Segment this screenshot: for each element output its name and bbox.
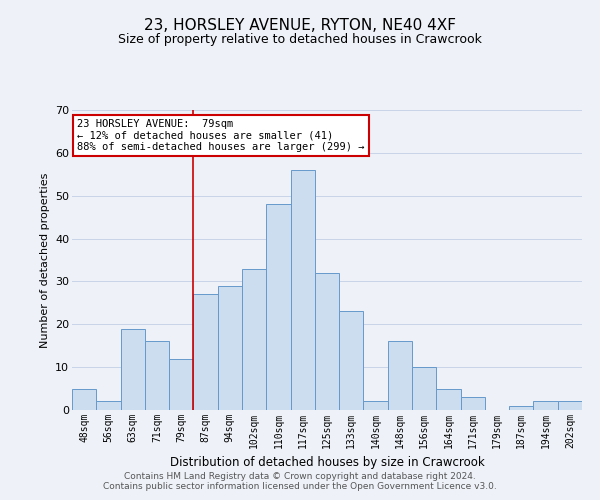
X-axis label: Distribution of detached houses by size in Crawcrook: Distribution of detached houses by size … <box>170 456 484 469</box>
Bar <box>339 312 364 410</box>
Bar <box>461 397 485 410</box>
Text: Contains HM Land Registry data © Crown copyright and database right 2024.: Contains HM Land Registry data © Crown c… <box>124 472 476 481</box>
Bar <box>315 273 339 410</box>
Bar <box>193 294 218 410</box>
Bar <box>364 402 388 410</box>
Bar <box>96 402 121 410</box>
Bar <box>290 170 315 410</box>
Text: Size of property relative to detached houses in Crawcrook: Size of property relative to detached ho… <box>118 32 482 46</box>
Bar <box>509 406 533 410</box>
Y-axis label: Number of detached properties: Number of detached properties <box>40 172 50 348</box>
Bar <box>242 268 266 410</box>
Text: 23, HORSLEY AVENUE, RYTON, NE40 4XF: 23, HORSLEY AVENUE, RYTON, NE40 4XF <box>144 18 456 32</box>
Bar <box>72 388 96 410</box>
Bar <box>218 286 242 410</box>
Bar <box>388 342 412 410</box>
Bar <box>145 342 169 410</box>
Bar <box>558 402 582 410</box>
Bar <box>266 204 290 410</box>
Bar <box>436 388 461 410</box>
Text: 23 HORSLEY AVENUE:  79sqm
← 12% of detached houses are smaller (41)
88% of semi-: 23 HORSLEY AVENUE: 79sqm ← 12% of detach… <box>77 119 365 152</box>
Bar <box>533 402 558 410</box>
Bar <box>169 358 193 410</box>
Bar <box>121 328 145 410</box>
Bar <box>412 367 436 410</box>
Text: Contains public sector information licensed under the Open Government Licence v3: Contains public sector information licen… <box>103 482 497 491</box>
